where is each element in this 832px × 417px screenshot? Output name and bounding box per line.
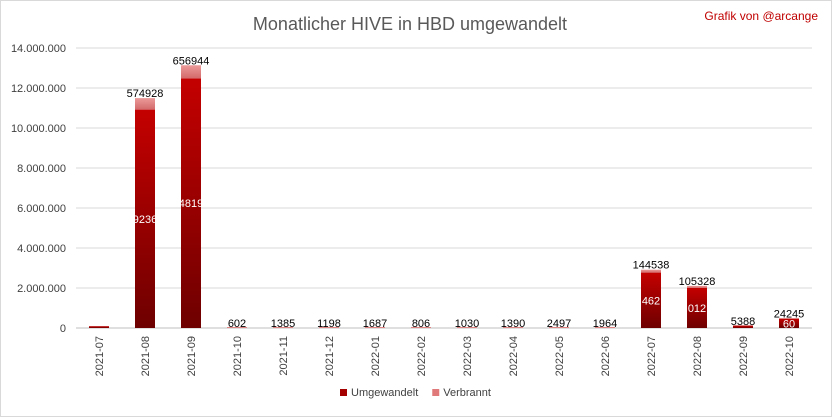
legend-swatch-verbrannt <box>432 389 440 396</box>
bar-verbrannt <box>227 327 247 328</box>
x-axis: 2021-07 2021-08 2021-09 2021-10 2021-11 2021-… <box>94 336 796 376</box>
x-tick-label: 2022-02 <box>416 336 428 376</box>
data-label-umgewandelt: 9236 <box>133 214 157 226</box>
x-tick-label: 2022-04 <box>508 336 520 376</box>
data-label-verbrannt: 2497 <box>547 318 571 330</box>
x-tick-label: 2022-07 <box>646 336 658 376</box>
bar-verbrannt <box>641 269 661 273</box>
bar-verbrannt <box>365 327 385 328</box>
bar-umgewandelt <box>181 78 201 329</box>
x-tick-label: 2022-06 <box>600 336 612 376</box>
data-label-verbrannt: 24245 <box>774 309 805 321</box>
data-label-verbrannt: 656944 <box>173 55 210 67</box>
legend-swatch-umgewandelt <box>340 389 347 396</box>
legend: Umgewandelt Verbrannt <box>340 387 491 399</box>
bar-verbrannt <box>503 327 523 328</box>
data-label-umgewandelt: 4819 <box>179 198 203 210</box>
y-tick-label: 0 <box>60 323 66 335</box>
bar-verbrannt <box>733 325 753 326</box>
x-tick-label: 2021-10 <box>232 336 244 376</box>
data-label-umgewandelt: 462 <box>642 295 660 307</box>
x-tick-label: 2021-12 <box>324 336 336 376</box>
data-label-verbrannt: 574928 <box>127 88 164 100</box>
bar-umgewandelt <box>89 326 109 328</box>
data-label-verbrannt: 1198 <box>317 318 341 330</box>
data-label-umgewandelt: 012 <box>688 303 706 315</box>
y-tick-label: 10.000.000 <box>11 123 66 135</box>
chart-credit: Grafik von @arcange <box>704 9 818 23</box>
bar-umgewandelt <box>687 288 707 328</box>
bar-verbrannt <box>319 327 339 328</box>
bar-verbrannt <box>549 327 569 328</box>
y-tick-label: 4.000.000 <box>17 243 66 255</box>
bar-umgewandelt <box>641 272 661 328</box>
y-tick-label: 12.000.000 <box>11 83 66 95</box>
y-axis: 0 2.000.000 4.000.000 6.000.000 8.000.000 10.… <box>11 43 66 335</box>
y-tick-label: 14.000.000 <box>11 43 66 55</box>
bar-verbrannt <box>135 98 155 110</box>
y-tick-label: 6.000.000 <box>17 203 66 215</box>
data-label-verbrannt: 602 <box>228 318 246 330</box>
data-label-verbrannt: 105328 <box>679 276 716 288</box>
legend-label-verbrannt: Verbrannt <box>443 387 491 399</box>
x-tick-label: 2022-05 <box>554 336 566 376</box>
data-label-verbrannt: 1030 <box>455 318 479 330</box>
bar-verbrannt <box>411 327 431 328</box>
bar-umgewandelt <box>135 109 155 328</box>
x-tick-label: 2021-08 <box>140 336 152 376</box>
bar-verbrannt <box>779 318 799 319</box>
data-label-verbrannt: 1687 <box>363 318 387 330</box>
bars: 9236 574928 4819 656944 602 1385 1198 1687 806 10… <box>89 55 805 331</box>
data-label-verbrannt: 144538 <box>633 260 670 272</box>
data-label-umgewandelt: 60 <box>783 319 795 331</box>
bar-umgewandelt <box>733 326 753 328</box>
y-tick-label: 2.000.000 <box>17 283 66 295</box>
bar-verbrannt <box>181 65 201 79</box>
chart-title: Monatlicher HIVE in HBD umgewandelt <box>253 14 567 34</box>
data-label-verbrannt: 1390 <box>501 318 525 330</box>
data-label-verbrannt: 806 <box>412 318 430 330</box>
legend-label-umgewandelt: Umgewandelt <box>351 387 418 399</box>
bar-verbrannt <box>687 285 707 288</box>
data-label-verbrannt: 5388 <box>731 316 755 328</box>
y-tick-label: 8.000.000 <box>17 163 66 175</box>
x-tick-label: 2022-08 <box>692 336 704 376</box>
x-tick-label: 2021-09 <box>186 336 198 376</box>
x-tick-label: 2022-09 <box>738 336 750 376</box>
bar-verbrannt <box>595 327 615 328</box>
bar-umgewandelt <box>779 319 799 328</box>
data-label-verbrannt: 1385 <box>271 318 295 330</box>
x-tick-label: 2022-10 <box>784 336 796 376</box>
x-tick-label: 2021-11 <box>278 336 290 376</box>
x-tick-label: 2021-07 <box>94 336 106 376</box>
data-label-verbrannt: 1964 <box>593 318 617 330</box>
x-tick-label: 2022-01 <box>370 336 382 376</box>
bar-verbrannt <box>273 327 293 328</box>
bar-verbrannt <box>457 327 477 328</box>
x-tick-label: 2022-03 <box>462 336 474 376</box>
